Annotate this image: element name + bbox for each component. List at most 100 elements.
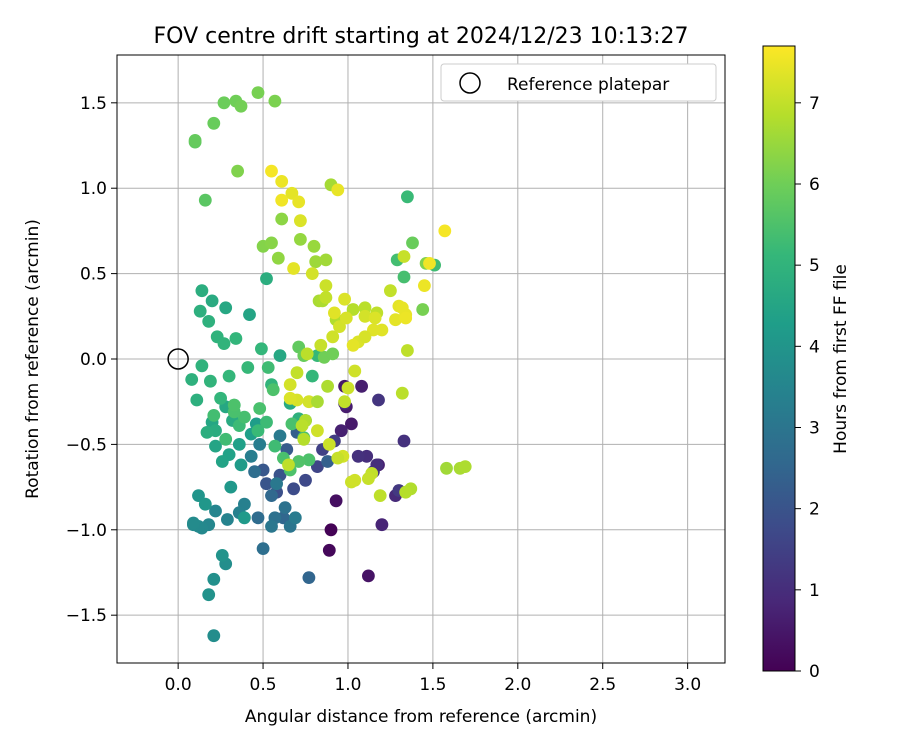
data-point xyxy=(195,359,209,373)
data-point xyxy=(395,386,409,400)
data-point xyxy=(268,439,282,453)
data-point xyxy=(322,438,336,451)
x-tick-label: 3.0 xyxy=(674,675,701,695)
data-point xyxy=(321,455,334,468)
data-point xyxy=(307,239,321,253)
data-point xyxy=(251,511,265,525)
data-point xyxy=(227,398,241,412)
data-point xyxy=(321,379,334,393)
data-point xyxy=(287,482,300,496)
data-points xyxy=(185,86,472,643)
x-axis-label: Angular distance from reference (arcmin) xyxy=(245,707,597,727)
x-tick-label: 0.5 xyxy=(250,675,277,695)
data-point xyxy=(399,485,413,499)
data-point xyxy=(255,342,268,356)
data-point xyxy=(217,96,231,110)
data-point xyxy=(260,477,273,491)
data-point xyxy=(285,417,299,431)
colorbar: 0 1 2 3 4 5 6 7 Hours from first FF file xyxy=(762,45,851,682)
data-point xyxy=(345,417,358,431)
data-point xyxy=(275,193,289,207)
data-point xyxy=(251,424,265,438)
data-point xyxy=(326,347,340,361)
y-axis-label: Rotation from reference (arcmin) xyxy=(23,219,43,499)
data-point xyxy=(287,262,300,275)
data-point xyxy=(275,175,289,188)
data-point xyxy=(238,410,251,424)
legend-marker-icon xyxy=(459,72,481,94)
data-point xyxy=(290,366,304,380)
data-point xyxy=(302,453,316,467)
data-point xyxy=(285,186,299,200)
data-point xyxy=(423,257,436,270)
data-point xyxy=(362,569,375,583)
colorbar-tick-label: 5 xyxy=(809,256,820,276)
data-point xyxy=(270,477,283,491)
data-point xyxy=(214,391,228,405)
data-point xyxy=(292,195,306,209)
data-point xyxy=(283,378,297,391)
colorbar-tick-label: 2 xyxy=(809,500,820,520)
data-point xyxy=(198,193,212,207)
data-point xyxy=(187,516,200,530)
data-point xyxy=(243,308,256,321)
y-tick-label: −1.5 xyxy=(66,606,107,626)
data-point xyxy=(297,432,311,446)
colorbar-tick-label: 6 xyxy=(809,175,820,195)
data-point xyxy=(209,439,222,453)
data-point xyxy=(348,473,362,487)
data-point xyxy=(305,369,319,383)
data-point xyxy=(234,99,248,113)
data-point xyxy=(358,330,372,344)
data-point xyxy=(324,523,338,537)
data-point xyxy=(395,301,409,315)
data-point xyxy=(305,267,319,280)
data-point xyxy=(334,424,348,438)
data-point xyxy=(271,251,285,265)
data-point xyxy=(338,292,351,306)
data-point xyxy=(256,542,270,555)
data-point xyxy=(322,543,336,557)
data-point xyxy=(346,338,360,352)
x-tick-label: 1.5 xyxy=(419,675,446,695)
data-point xyxy=(458,460,472,473)
data-point xyxy=(326,330,340,344)
data-point xyxy=(231,164,245,178)
data-point xyxy=(207,409,221,422)
data-point xyxy=(202,315,216,328)
data-point xyxy=(253,438,267,451)
data-point xyxy=(219,432,233,446)
legend-label: Reference platepar xyxy=(507,75,669,95)
data-point xyxy=(185,373,199,386)
data-point xyxy=(260,272,273,286)
data-point xyxy=(339,311,353,325)
data-point xyxy=(389,313,402,327)
data-point xyxy=(358,309,372,323)
data-point xyxy=(265,489,278,502)
reference-point xyxy=(167,348,189,370)
data-point xyxy=(207,629,221,643)
data-point xyxy=(207,572,221,586)
data-point xyxy=(192,489,205,502)
colorbar-ticks: 0 1 2 3 4 5 6 7 xyxy=(795,94,820,682)
data-point xyxy=(275,212,289,226)
colorbar-tick-label: 7 xyxy=(809,94,820,114)
data-point xyxy=(368,311,382,325)
data-point xyxy=(222,369,236,383)
y-axis-ticks: −1.5 −1.0 −0.5 0.0 0.5 1.0 1.5 xyxy=(66,94,117,626)
data-point xyxy=(311,460,324,473)
data-point xyxy=(188,134,202,147)
data-point xyxy=(265,520,278,533)
chart-title: FOV centre drift starting at 2024/12/23 … xyxy=(154,24,689,49)
data-point xyxy=(241,361,255,374)
data-point xyxy=(207,116,221,130)
data-point xyxy=(355,379,368,393)
data-point xyxy=(351,449,365,463)
data-point xyxy=(215,455,229,468)
data-point xyxy=(329,494,343,508)
data-point xyxy=(338,395,351,409)
data-point xyxy=(328,306,341,320)
data-point xyxy=(200,426,214,439)
data-point xyxy=(294,233,307,246)
data-point xyxy=(268,94,282,108)
